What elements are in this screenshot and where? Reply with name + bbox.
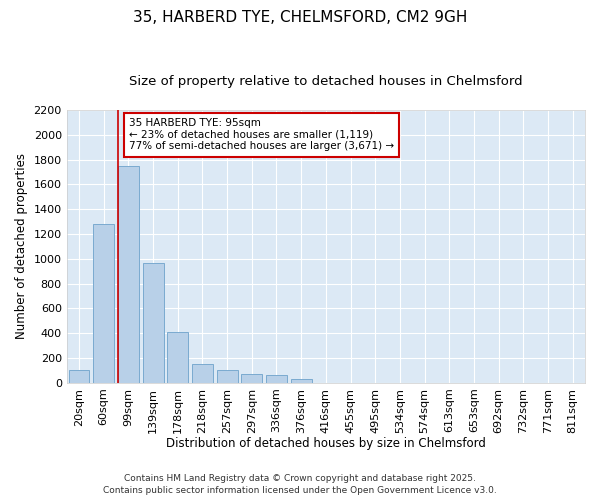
Bar	[118, 166, 139, 383]
Bar	[68, 370, 89, 383]
Bar	[93, 224, 114, 383]
X-axis label: Distribution of detached houses by size in Chelmsford: Distribution of detached houses by size …	[166, 437, 486, 450]
Bar	[241, 374, 262, 383]
Text: 35 HARBERD TYE: 95sqm
← 23% of detached houses are smaller (1,119)
77% of semi-d: 35 HARBERD TYE: 95sqm ← 23% of detached …	[129, 118, 394, 152]
Bar	[290, 379, 311, 383]
Title: Size of property relative to detached houses in Chelmsford: Size of property relative to detached ho…	[129, 75, 523, 88]
Bar	[143, 262, 164, 383]
Bar	[266, 375, 287, 383]
Y-axis label: Number of detached properties: Number of detached properties	[15, 154, 28, 340]
Bar	[217, 370, 238, 383]
Bar	[192, 364, 213, 383]
Bar	[167, 332, 188, 383]
Text: 35, HARBERD TYE, CHELMSFORD, CM2 9GH: 35, HARBERD TYE, CHELMSFORD, CM2 9GH	[133, 10, 467, 25]
Text: Contains HM Land Registry data © Crown copyright and database right 2025.
Contai: Contains HM Land Registry data © Crown c…	[103, 474, 497, 495]
